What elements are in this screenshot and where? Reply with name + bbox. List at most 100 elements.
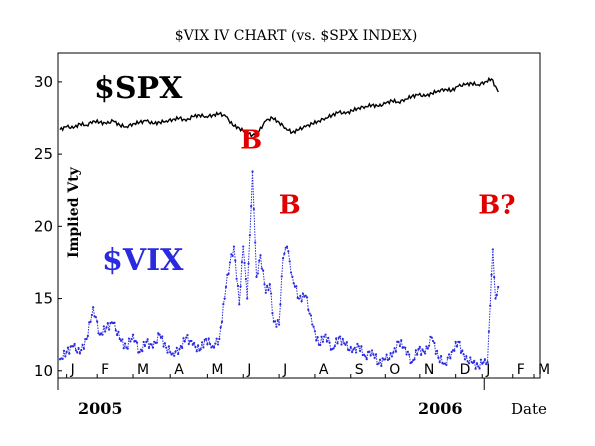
vix-data-point — [96, 320, 99, 323]
y-tick-label: 15 — [34, 290, 53, 308]
vix-data-point — [319, 343, 322, 347]
vix-data-point — [385, 353, 388, 356]
buy-signal-label: B — [240, 125, 262, 155]
vix-data-point — [146, 338, 149, 341]
vix-data-point — [397, 340, 400, 343]
vix-data-point — [104, 330, 107, 333]
vix-data-point — [445, 363, 448, 367]
spx-series-label: $SPX — [94, 71, 183, 106]
vix-data-point — [490, 273, 493, 276]
vix-data-point — [143, 344, 147, 348]
vix-data-point — [151, 346, 155, 349]
vix-data-point — [358, 349, 362, 352]
vix-data-point — [238, 303, 241, 306]
vix-data-point — [494, 297, 497, 300]
vix-data-point — [163, 342, 166, 345]
vix-data-point — [344, 343, 347, 346]
vix-data-point — [158, 333, 161, 336]
vix-data-point — [320, 335, 323, 338]
vix-data-point — [323, 335, 326, 338]
vix-data-point — [216, 343, 220, 346]
vix-data-point — [288, 260, 291, 263]
vix-data-point — [438, 361, 441, 364]
vix-data-point — [186, 334, 189, 337]
plot-frame — [57, 52, 541, 379]
vix-data-point — [157, 332, 160, 335]
vix-data-point — [277, 323, 281, 326]
vix-data-point — [453, 349, 456, 352]
x-tick-label: J — [246, 362, 251, 378]
chart-axes — [57, 52, 541, 379]
x-tick-label: N — [424, 362, 434, 378]
vix-data-point — [437, 356, 440, 359]
vix-data-point — [162, 345, 165, 348]
vix-data-point — [279, 303, 282, 306]
vix-data-point — [82, 347, 85, 350]
vix-data-point — [495, 293, 498, 297]
vix-data-point — [239, 285, 242, 288]
vix-data-point — [325, 340, 328, 343]
vix-data-point — [161, 335, 164, 338]
vix-data-point — [190, 339, 193, 343]
vix-data-point — [199, 348, 202, 351]
vix-data-point — [389, 352, 392, 355]
vix-data-point — [473, 359, 476, 362]
vix-data-point — [362, 353, 366, 356]
vix-data-point — [77, 346, 80, 350]
vix-data-point — [462, 353, 465, 356]
y-axis-label: Implied Vty — [66, 166, 82, 258]
vix-data-point — [62, 349, 66, 352]
vix-data-point — [222, 302, 225, 306]
vix-data-point — [332, 347, 335, 350]
vix-data-point — [242, 245, 245, 248]
vix-data-point — [466, 360, 469, 363]
vix-data-point — [333, 345, 336, 348]
vix-data-point — [486, 361, 489, 364]
vix-data-point — [410, 361, 413, 364]
vix-data-point — [374, 353, 378, 356]
vix-data-point — [134, 339, 137, 343]
x-tick-label: D — [460, 362, 471, 378]
vix-data-point — [173, 354, 176, 357]
vix-data-point — [72, 345, 75, 348]
vix-data-point — [360, 345, 363, 348]
vix-data-point — [336, 342, 339, 345]
vix-data-point — [400, 339, 403, 342]
vix-data-point — [422, 350, 425, 353]
signal-annotations: B B B? — [240, 125, 515, 220]
vix-data-point — [195, 350, 198, 353]
vix-data-point — [352, 348, 355, 351]
vix-data-point — [341, 337, 344, 341]
vix-data-point — [231, 254, 234, 257]
vix-data-point — [497, 285, 500, 289]
vix-data-point — [275, 325, 278, 328]
vix-data-point — [78, 352, 82, 355]
vix-data-point — [345, 341, 348, 344]
vix-data-point — [493, 276, 496, 279]
vix-data-point — [260, 267, 263, 270]
vix-data-point — [285, 245, 289, 248]
x-tick-label: A — [174, 362, 184, 378]
vix-data-point — [340, 343, 343, 346]
vix-data-point — [417, 348, 420, 351]
vix-data-point — [324, 333, 327, 336]
vix-data-point — [388, 357, 391, 361]
vix-data-point — [343, 342, 346, 345]
x-tick-label: J — [70, 362, 75, 378]
vix-data-point — [108, 328, 111, 331]
vix-data-point — [212, 346, 216, 349]
vix-data-point — [127, 337, 131, 340]
vix-data-point — [236, 284, 240, 288]
vix-data-point — [191, 343, 194, 346]
vix-data-point — [485, 363, 488, 366]
vix-data-point — [404, 346, 407, 349]
vix-data-point — [247, 262, 250, 265]
vix-data-point — [126, 347, 129, 350]
vix-data-point — [147, 346, 151, 350]
vix-data-point — [471, 361, 475, 365]
vix-data-point — [94, 316, 97, 319]
vix-data-point — [392, 351, 395, 354]
vix-data-point — [220, 320, 224, 323]
vix-data-point — [138, 350, 141, 354]
vix-data-point — [348, 349, 351, 352]
